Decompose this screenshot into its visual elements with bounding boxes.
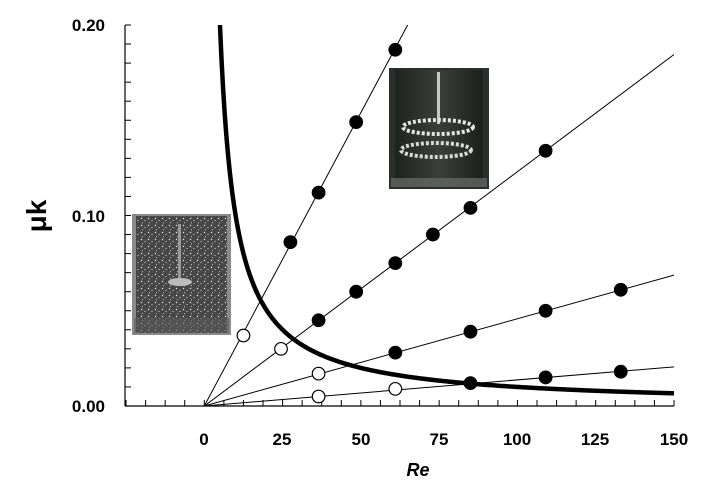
filled-data-point: [349, 115, 364, 130]
filled-data-point: [463, 200, 478, 215]
x-tick-labels: 0 25 50 75 100 125 150: [199, 430, 688, 449]
filled-data-point: [613, 364, 628, 379]
open-data-point: [274, 341, 288, 356]
x-tick-label: 25: [273, 430, 292, 449]
x-tick-label: 125: [581, 430, 609, 449]
filled-data-point: [283, 235, 298, 250]
filled-data-point: [613, 282, 628, 297]
y-tick-label: 0.20: [72, 16, 105, 35]
line-4-fit: [204, 366, 674, 406]
filled-data-point: [388, 42, 403, 57]
inset-photo-rings: [389, 68, 489, 189]
y-axis-title: μk: [21, 199, 52, 232]
x-axis-title: Re: [406, 460, 429, 480]
x-tick-label: 100: [503, 430, 531, 449]
open-data-point: [388, 381, 403, 396]
filled-data-point: [538, 370, 553, 385]
filled-data-point: [463, 376, 478, 391]
y-tick-labels: 0.00 0.10 0.20: [72, 16, 105, 416]
open-data-point: [236, 328, 251, 343]
x-tick-label: 150: [660, 430, 688, 449]
open-data-point: [311, 366, 326, 381]
filled-data-point: [538, 143, 553, 158]
open-data-point: [311, 389, 326, 404]
y-tick-label: 0.00: [72, 397, 105, 416]
filled-data-point: [538, 303, 553, 318]
filled-data-point: [388, 345, 403, 360]
x-tick-label: 50: [352, 430, 371, 449]
filled-data-point: [425, 227, 440, 242]
x-tick-label: 0: [199, 430, 208, 449]
inset-photo-dispersed: [132, 214, 231, 335]
filled-data-point: [388, 256, 403, 271]
x-tick-label: 75: [430, 430, 449, 449]
filled-data-point: [463, 324, 478, 339]
line-3-fit: [204, 274, 674, 406]
critical-curve: [217, 25, 674, 396]
filled-data-point: [311, 313, 326, 328]
line-1-fit: [203, 25, 409, 406]
y-minor-ticks: [125, 24, 131, 407]
y-tick-label: 0.10: [72, 207, 105, 226]
filled-data-point: [311, 185, 326, 200]
plot-area: [203, 25, 674, 406]
filled-data-point: [349, 284, 364, 299]
